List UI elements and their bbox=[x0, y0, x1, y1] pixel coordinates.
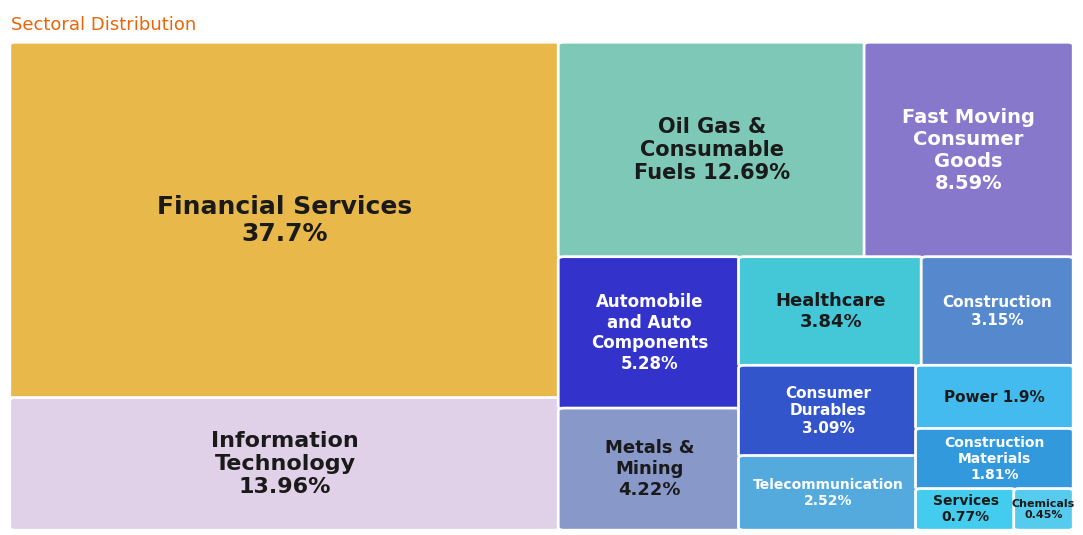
FancyBboxPatch shape bbox=[864, 42, 1073, 258]
Text: Fast Moving
Consumer
Goods
8.59%: Fast Moving Consumer Goods 8.59% bbox=[902, 108, 1035, 193]
FancyBboxPatch shape bbox=[739, 257, 924, 366]
FancyBboxPatch shape bbox=[739, 365, 917, 457]
Text: Oil Gas &
Consumable
Fuels 12.69%: Oil Gas & Consumable Fuels 12.69% bbox=[635, 117, 791, 183]
FancyBboxPatch shape bbox=[558, 408, 741, 530]
FancyBboxPatch shape bbox=[915, 429, 1073, 490]
Text: Metals &
Mining
4.22%: Metals & Mining 4.22% bbox=[604, 439, 694, 499]
Text: Construction
Materials
1.81%: Construction Materials 1.81% bbox=[944, 436, 1045, 482]
FancyBboxPatch shape bbox=[558, 257, 741, 409]
Text: Power 1.9%: Power 1.9% bbox=[944, 390, 1045, 405]
Text: Sectoral Distribution: Sectoral Distribution bbox=[11, 16, 196, 34]
Text: Consumer
Durables
3.09%: Consumer Durables 3.09% bbox=[785, 386, 871, 436]
Text: Construction
3.15%: Construction 3.15% bbox=[942, 295, 1053, 328]
FancyBboxPatch shape bbox=[922, 257, 1073, 366]
Text: Financial Services
37.7%: Financial Services 37.7% bbox=[157, 195, 413, 246]
FancyBboxPatch shape bbox=[915, 365, 1073, 430]
Text: Automobile
and Auto
Components
5.28%: Automobile and Auto Components 5.28% bbox=[591, 293, 708, 373]
FancyBboxPatch shape bbox=[558, 42, 866, 258]
Text: Chemicals
0.45%: Chemicals 0.45% bbox=[1012, 499, 1075, 520]
FancyBboxPatch shape bbox=[739, 455, 917, 530]
Text: Information
Technology
13.96%: Information Technology 13.96% bbox=[211, 431, 358, 497]
FancyBboxPatch shape bbox=[1014, 488, 1073, 530]
Text: Telecommunication
2.52%: Telecommunication 2.52% bbox=[753, 478, 903, 508]
FancyBboxPatch shape bbox=[915, 488, 1016, 530]
Text: Healthcare
3.84%: Healthcare 3.84% bbox=[775, 292, 886, 331]
Text: Services
0.77%: Services 0.77% bbox=[932, 494, 999, 524]
FancyBboxPatch shape bbox=[10, 42, 560, 399]
FancyBboxPatch shape bbox=[10, 398, 560, 530]
